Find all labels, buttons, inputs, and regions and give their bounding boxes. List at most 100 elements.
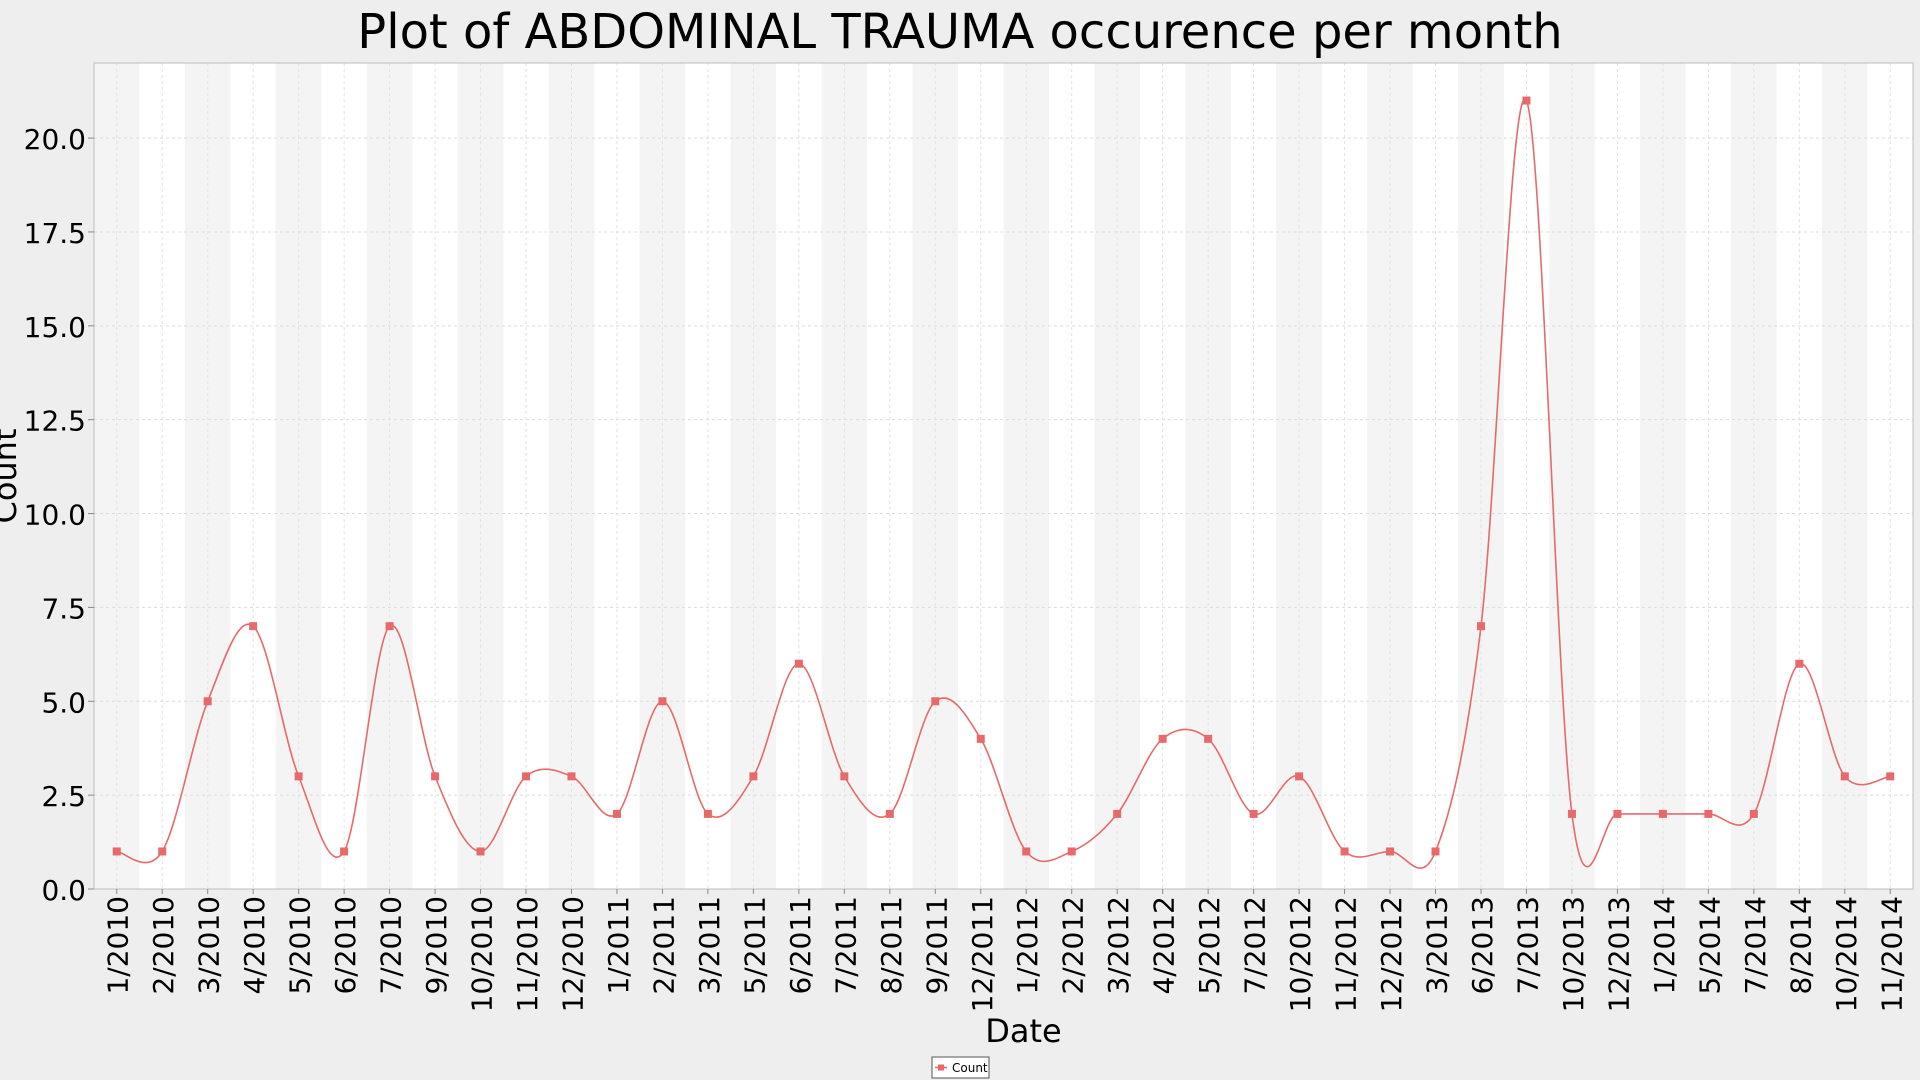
y-tick-label: 2.5 <box>41 780 86 813</box>
data-point <box>931 697 940 706</box>
x-tick-label: 3/2012 <box>1102 896 1135 995</box>
data-point <box>203 697 212 706</box>
y-tick-label: 17.5 <box>24 217 86 250</box>
x-tick-label: 10/2013 <box>1557 896 1590 1012</box>
data-point <box>1204 734 1213 743</box>
x-tick-label: 7/2013 <box>1511 896 1544 995</box>
data-point <box>976 734 985 743</box>
x-tick-label: 4/2010 <box>238 896 271 995</box>
x-tick-label: 8/2011 <box>875 896 908 995</box>
plot-band <box>639 63 686 889</box>
x-tick-label: 1/2012 <box>1011 896 1044 995</box>
series-markers <box>112 96 1895 856</box>
plot-band <box>821 63 868 889</box>
plot-band <box>139 63 185 889</box>
y-tick-label: 15.0 <box>24 311 86 344</box>
x-tick-label: 10/2012 <box>1284 896 1317 1012</box>
y-tick-label: 7.5 <box>41 592 86 625</box>
x-tick-label: 12/2010 <box>556 896 589 1012</box>
data-point <box>1704 809 1713 818</box>
data-point <box>840 772 849 781</box>
x-tick-label: 5/2012 <box>1193 896 1226 995</box>
plot-band <box>1139 63 1186 889</box>
x-axis-ticks: 1/2010 2/2010 3/2010 4/2010 5/2010 6/2010 7/20… <box>102 889 1908 1012</box>
legend: Count <box>931 1056 990 1079</box>
plot-band <box>776 63 822 889</box>
x-tick-label: 5/2011 <box>738 896 771 995</box>
plot-band <box>1276 63 1322 889</box>
plot-band <box>503 63 549 889</box>
plot-band <box>912 63 959 889</box>
data-point <box>1067 847 1076 856</box>
chart-title: Plot of ABDOMINAL TRAUMA occurence per m… <box>357 4 1562 60</box>
y-tick-label: 5.0 <box>41 686 86 719</box>
y-tick-label: 20.0 <box>24 123 86 156</box>
plot-band <box>1731 63 1777 889</box>
x-tick-label: 11/2010 <box>511 896 544 1012</box>
legend-label: Count <box>952 1061 988 1075</box>
plot-band <box>1367 63 1413 889</box>
x-tick-label: 6/2010 <box>329 896 362 995</box>
plot-band <box>275 63 322 889</box>
data-point <box>1567 809 1576 818</box>
x-tick-label: 12/2012 <box>1375 896 1408 1012</box>
x-tick-label: 12/2011 <box>966 896 999 1012</box>
data-point <box>885 809 894 818</box>
x-tick-label: 9/2011 <box>920 896 953 995</box>
plot-band <box>1185 63 1231 889</box>
plot-bands <box>94 63 1913 889</box>
plot-band <box>958 63 1004 889</box>
data-point <box>476 847 485 856</box>
plot-band <box>1594 63 1641 889</box>
y-tick-label: 0.0 <box>41 874 86 907</box>
x-tick-label: 7/2012 <box>1239 896 1272 995</box>
plot-band <box>548 63 595 889</box>
plot-band <box>366 63 413 889</box>
legend-marker <box>938 1064 944 1071</box>
y-axis-label: Count <box>0 428 24 523</box>
plot-band <box>230 63 276 889</box>
data-point <box>1113 809 1122 818</box>
y-axis-ticks: 0.0 2.5 5.0 7.5 10.0 12.5 15.0 17.5 20.0 <box>24 123 94 907</box>
plot-band <box>1822 63 1868 889</box>
plot-band <box>730 63 777 889</box>
data-point <box>1840 772 1849 781</box>
data-point <box>431 772 440 781</box>
y-tick-label: 10.0 <box>24 499 86 532</box>
x-tick-label: 5/2014 <box>1693 896 1726 995</box>
y-tick-label: 12.5 <box>24 405 86 438</box>
x-tick-label: 10/2014 <box>1830 896 1863 1012</box>
x-tick-label: 4/2012 <box>1148 896 1181 995</box>
data-point <box>1749 809 1758 818</box>
plot-band <box>867 63 913 889</box>
plot-band <box>1003 63 1049 889</box>
data-point <box>1431 847 1440 856</box>
x-tick-label: 2/2010 <box>147 896 180 995</box>
data-point <box>1158 734 1167 743</box>
data-point <box>1658 809 1667 818</box>
plot-band <box>594 63 640 889</box>
data-point <box>385 622 394 631</box>
x-tick-label: 5/2010 <box>284 896 317 995</box>
data-point <box>249 622 258 631</box>
data-point <box>1795 659 1804 668</box>
plot-band <box>685 63 731 889</box>
plot-band <box>1549 63 1595 889</box>
x-axis-label: Date <box>985 1012 1061 1050</box>
x-tick-label: 1/2010 <box>102 896 135 995</box>
x-tick-label: 8/2014 <box>1784 896 1817 995</box>
plot-band <box>1776 63 1823 889</box>
x-tick-label: 7/2011 <box>829 896 862 995</box>
data-point <box>703 809 712 818</box>
data-point <box>1386 847 1395 856</box>
plot-band <box>1412 63 1459 889</box>
x-tick-label: 11/2014 <box>1875 896 1908 1012</box>
x-tick-label: 12/2013 <box>1602 896 1635 1012</box>
x-tick-label: 9/2010 <box>420 896 453 995</box>
x-tick-label: 7/2010 <box>375 896 408 995</box>
data-point <box>612 809 621 818</box>
plot-band <box>1458 63 1504 889</box>
plot-band <box>412 63 458 889</box>
x-tick-label: 2/2012 <box>1057 896 1090 995</box>
